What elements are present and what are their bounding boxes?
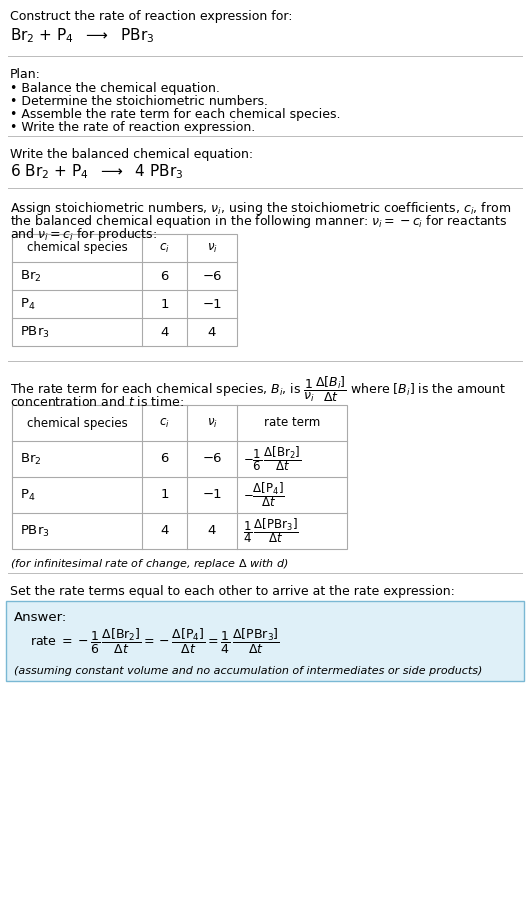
Text: (assuming constant volume and no accumulation of intermediates or side products): (assuming constant volume and no accumul… — [14, 666, 482, 676]
Text: $\nu_i$: $\nu_i$ — [207, 241, 217, 255]
Text: Plan:: Plan: — [10, 68, 41, 81]
Text: PBr$_3$: PBr$_3$ — [20, 325, 50, 339]
Text: 4: 4 — [208, 524, 216, 538]
Bar — [12, 234, 237, 346]
Text: Answer:: Answer: — [14, 611, 67, 624]
Text: • Determine the stoichiometric numbers.: • Determine the stoichiometric numbers. — [10, 95, 268, 108]
Text: −1: −1 — [202, 298, 222, 310]
Text: (for infinitesimal rate of change, replace $\Delta$ with $d$): (for infinitesimal rate of change, repla… — [10, 557, 289, 571]
Text: −6: −6 — [202, 452, 222, 466]
Text: • Balance the chemical equation.: • Balance the chemical equation. — [10, 82, 220, 95]
Text: $c_i$: $c_i$ — [159, 417, 170, 430]
Text: $c_i$: $c_i$ — [159, 241, 170, 255]
Text: P$_4$: P$_4$ — [20, 297, 36, 311]
Text: Assign stoichiometric numbers, $\nu_i$, using the stoichiometric coefficients, $: Assign stoichiometric numbers, $\nu_i$, … — [10, 200, 511, 217]
Text: and $\nu_i = c_i$ for products:: and $\nu_i = c_i$ for products: — [10, 226, 157, 243]
FancyBboxPatch shape — [6, 601, 524, 681]
Text: $\dfrac{1}{4}\,\dfrac{\Delta[\mathrm{PBr}_3]}{\Delta t}$: $\dfrac{1}{4}\,\dfrac{\Delta[\mathrm{PBr… — [243, 517, 299, 545]
Text: Br$_2$: Br$_2$ — [20, 268, 41, 284]
Text: 1: 1 — [160, 489, 169, 501]
Text: 6: 6 — [160, 269, 169, 282]
Text: 6 Br$_2$ + P$_4$  $\longrightarrow$  4 PBr$_3$: 6 Br$_2$ + P$_4$ $\longrightarrow$ 4 PBr… — [10, 162, 183, 181]
Text: $-\dfrac{\Delta[\mathrm{P}_4]}{\Delta t}$: $-\dfrac{\Delta[\mathrm{P}_4]}{\Delta t}… — [243, 480, 285, 510]
Text: chemical species: chemical species — [26, 241, 127, 255]
Text: The rate term for each chemical species, $B_i$, is $\dfrac{1}{\nu_i}\dfrac{\Delt: The rate term for each chemical species,… — [10, 375, 506, 404]
Text: rate term: rate term — [264, 417, 320, 430]
Text: Br$_2$: Br$_2$ — [20, 451, 41, 467]
Text: P$_4$: P$_4$ — [20, 488, 36, 502]
Text: the balanced chemical equation in the following manner: $\nu_i = -c_i$ for react: the balanced chemical equation in the fo… — [10, 213, 508, 230]
Text: 4: 4 — [160, 326, 169, 339]
Text: • Assemble the rate term for each chemical species.: • Assemble the rate term for each chemic… — [10, 108, 340, 121]
Text: Set the rate terms equal to each other to arrive at the rate expression:: Set the rate terms equal to each other t… — [10, 585, 455, 598]
Text: 4: 4 — [160, 524, 169, 538]
Text: Br$_2$ + P$_4$  $\longrightarrow$  PBr$_3$: Br$_2$ + P$_4$ $\longrightarrow$ PBr$_3$ — [10, 26, 154, 45]
Text: 1: 1 — [160, 298, 169, 310]
Bar — [12, 405, 347, 549]
Text: concentration and $t$ is time:: concentration and $t$ is time: — [10, 395, 184, 409]
Text: Write the balanced chemical equation:: Write the balanced chemical equation: — [10, 148, 253, 161]
Text: −6: −6 — [202, 269, 222, 282]
Text: Construct the rate of reaction expression for:: Construct the rate of reaction expressio… — [10, 10, 293, 23]
Text: −1: −1 — [202, 489, 222, 501]
Text: • Write the rate of reaction expression.: • Write the rate of reaction expression. — [10, 121, 255, 134]
Text: PBr$_3$: PBr$_3$ — [20, 523, 50, 539]
Text: 4: 4 — [208, 326, 216, 339]
Text: 6: 6 — [160, 452, 169, 466]
Text: rate $= -\dfrac{1}{6}\,\dfrac{\Delta[\mathrm{Br}_2]}{\Delta t} = -\dfrac{\Delta[: rate $= -\dfrac{1}{6}\,\dfrac{\Delta[\ma… — [30, 627, 280, 656]
Text: $-\dfrac{1}{6}\,\dfrac{\Delta[\mathrm{Br}_2]}{\Delta t}$: $-\dfrac{1}{6}\,\dfrac{\Delta[\mathrm{Br… — [243, 445, 302, 473]
Text: chemical species: chemical species — [26, 417, 127, 430]
Text: $\nu_i$: $\nu_i$ — [207, 417, 217, 430]
